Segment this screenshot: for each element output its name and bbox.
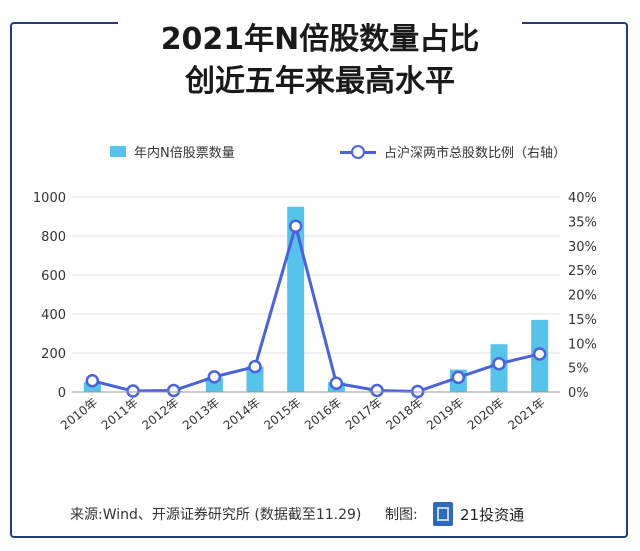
y-right-tick-label: 30% xyxy=(568,240,597,255)
x-tick-label: 2013年 xyxy=(180,395,222,432)
x-tick-label: 2019年 xyxy=(424,395,466,432)
x-tick-label: 2012年 xyxy=(139,395,181,432)
y-right-tick-label: 20% xyxy=(568,289,597,304)
legend-line-entry: 占沪深两市总股数比例（右轴） xyxy=(340,142,566,161)
y-right-tick-label: 0% xyxy=(568,386,589,401)
y-left-tick-label: 800 xyxy=(41,230,66,245)
x-tick-label: 2020年 xyxy=(465,395,507,432)
x-tick-label: 2017年 xyxy=(343,395,385,432)
bar xyxy=(246,366,264,392)
y-right-tick-label: 35% xyxy=(568,215,597,230)
y-right-tick-label: 25% xyxy=(568,264,597,279)
legend-bar-entry: 年内N倍股票数量 xyxy=(110,142,235,161)
series-line xyxy=(91,224,541,394)
y-left-tick-label: 1000 xyxy=(33,191,66,206)
x-tick-label: 2014年 xyxy=(221,395,263,432)
legend-line-swatch xyxy=(340,144,376,159)
x-tick-label: 2016年 xyxy=(302,395,344,432)
line-point xyxy=(532,347,547,361)
line-point xyxy=(207,370,222,384)
y-left-tick-label: 600 xyxy=(41,269,66,284)
legend-bar-swatch xyxy=(110,146,126,157)
y-left-tick-label: 400 xyxy=(41,308,66,323)
y-right-tick-label: 40% xyxy=(568,191,597,206)
x-tick-label: 2011年 xyxy=(99,395,141,432)
footer-source: 来源:Wind、开源证券研究所 (数据截至11.29) xyxy=(70,507,362,523)
y-right-tick-label: 10% xyxy=(568,337,597,352)
y-right-tick-label: 15% xyxy=(568,313,597,328)
x-tick-label: 2015年 xyxy=(261,395,303,432)
footer-made-by: 制图: xyxy=(385,507,418,523)
y-right-tick-label: 5% xyxy=(568,362,589,377)
line-point xyxy=(126,384,140,398)
chart-title-line1: 2021年N倍股数量占比 xyxy=(160,22,480,57)
line-point xyxy=(166,383,181,398)
line-point xyxy=(492,356,506,371)
line-point xyxy=(288,219,303,233)
legend-line-label: 占沪深两市总股数比例（右轴） xyxy=(384,146,567,161)
x-tick-label: 2018年 xyxy=(383,395,425,432)
line-point xyxy=(370,383,384,398)
footer-brand: 21投资通 xyxy=(460,506,525,524)
line-point xyxy=(85,374,100,388)
brand-logo-icon xyxy=(433,502,453,526)
line-point xyxy=(248,359,262,374)
y-left-tick-label: 200 xyxy=(41,347,66,362)
bar xyxy=(287,206,305,392)
title-background xyxy=(118,8,522,104)
line-point xyxy=(329,376,344,390)
line-point xyxy=(451,370,466,385)
chart-title-line2: 创近五年来最高水平 xyxy=(185,64,455,99)
y-left-tick-label: 0 xyxy=(58,386,66,401)
x-tick-label: 2021年 xyxy=(505,395,547,432)
legend-bar-label: 年内N倍股票数量 xyxy=(134,146,235,161)
